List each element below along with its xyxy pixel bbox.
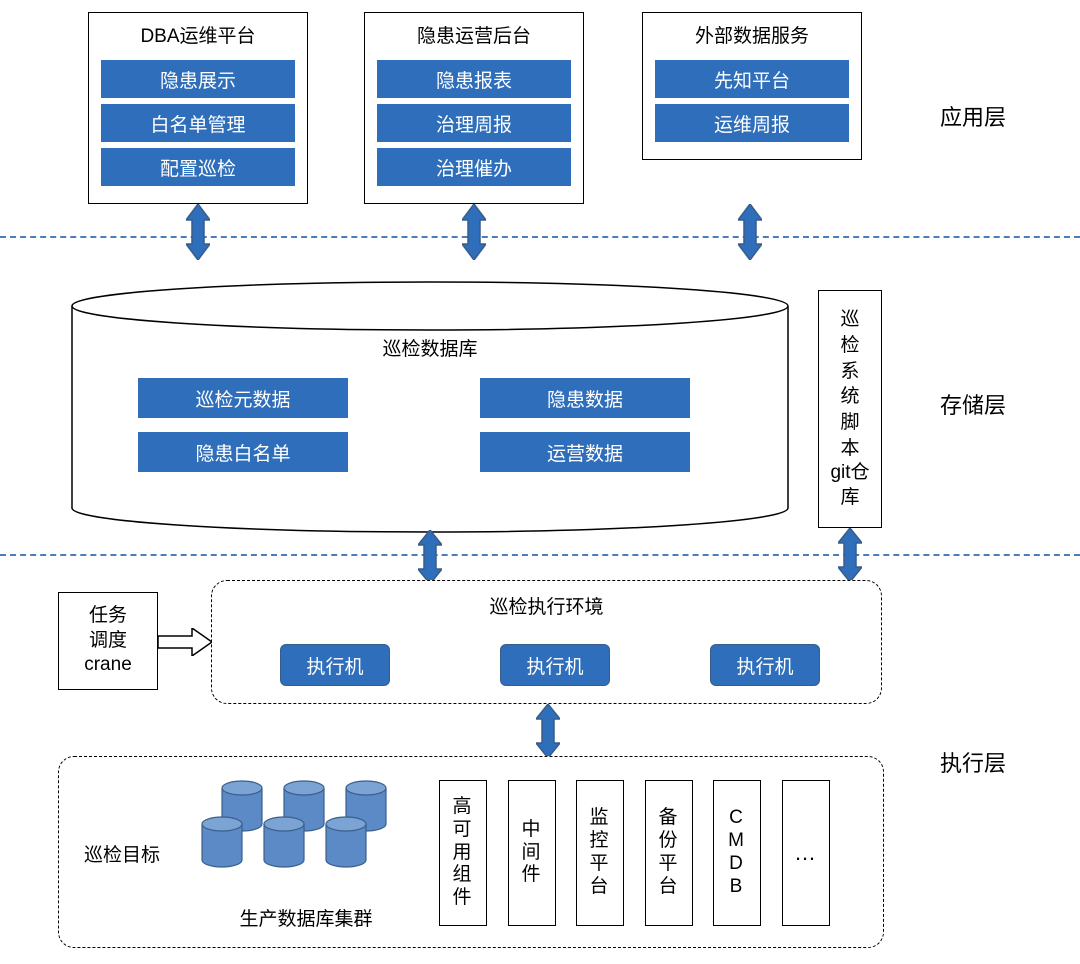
- crane-line1: 任务: [89, 604, 127, 629]
- target-component-backup: 备份平台: [645, 780, 693, 926]
- target-component-middleware: 中间件: [508, 780, 556, 926]
- app-item: 治理催办: [377, 148, 571, 186]
- app-card-title: DBA运维平台: [89, 13, 307, 54]
- target-component-ha: 高可用组件: [439, 780, 487, 926]
- git-repo-box: 巡检系统脚本 git仓 库: [818, 290, 882, 528]
- crane-line3: crane: [84, 653, 132, 678]
- app-item: 先知平台: [655, 60, 849, 98]
- git-repo-label: 巡检系统脚本: [841, 307, 860, 461]
- app-card-ops: 隐患运营后台 隐患报表 治理周报 治理催办: [364, 12, 584, 204]
- layer-label-storage: 存储层: [940, 388, 1006, 420]
- executor: 执行机: [280, 644, 390, 686]
- app-item: 运维周报: [655, 104, 849, 142]
- crane-box: 任务 调度 crane: [58, 592, 158, 690]
- app-item: 治理周报: [377, 104, 571, 142]
- app-item: 配置巡检: [101, 148, 295, 186]
- layer-separator-2: [0, 554, 1080, 556]
- bi-arrow-icon: [462, 204, 486, 260]
- bi-arrow-icon: [418, 530, 442, 584]
- bi-arrow-icon: [186, 204, 210, 260]
- git-repo-label3: 库: [840, 486, 859, 511]
- layer-separator-1: [0, 236, 1080, 238]
- app-card-title: 隐患运营后台: [365, 13, 583, 54]
- layer-label-exec: 执行层: [940, 746, 1006, 778]
- cluster-label: 生产数据库集群: [196, 904, 416, 931]
- app-item: 隐患报表: [377, 60, 571, 98]
- target-label: 巡检目标: [84, 840, 160, 867]
- layer-label-app: 应用层: [940, 100, 1006, 132]
- db-item: 隐患数据: [480, 378, 690, 418]
- executor: 执行机: [500, 644, 610, 686]
- app-card-title: 外部数据服务: [643, 13, 861, 54]
- db-item: 巡检元数据: [138, 378, 348, 418]
- exec-env-title: 巡检执行环境: [211, 592, 882, 619]
- db-item: 运营数据: [480, 432, 690, 472]
- crane-line2: 调度: [89, 629, 127, 654]
- bi-arrow-icon: [536, 704, 560, 758]
- bi-arrow-icon: [738, 204, 762, 260]
- target-component-monitor: 监控平台: [576, 780, 624, 926]
- git-repo-label2: git仓: [830, 461, 869, 486]
- db-item: 隐患白名单: [138, 432, 348, 472]
- executor: 执行机: [710, 644, 820, 686]
- db-title: 巡检数据库: [70, 334, 790, 361]
- db-cluster-icon: [196, 776, 416, 894]
- target-component-cmdb: CMDB: [713, 780, 761, 926]
- app-card-dba: DBA运维平台 隐患展示 白名单管理 配置巡检: [88, 12, 308, 204]
- right-arrow-icon: [158, 628, 212, 656]
- bi-arrow-icon: [838, 528, 862, 582]
- app-item: 隐患展示: [101, 60, 295, 98]
- app-item: 白名单管理: [101, 104, 295, 142]
- target-component-more: …: [782, 780, 830, 926]
- app-card-ext: 外部数据服务 先知平台 运维周报: [642, 12, 862, 160]
